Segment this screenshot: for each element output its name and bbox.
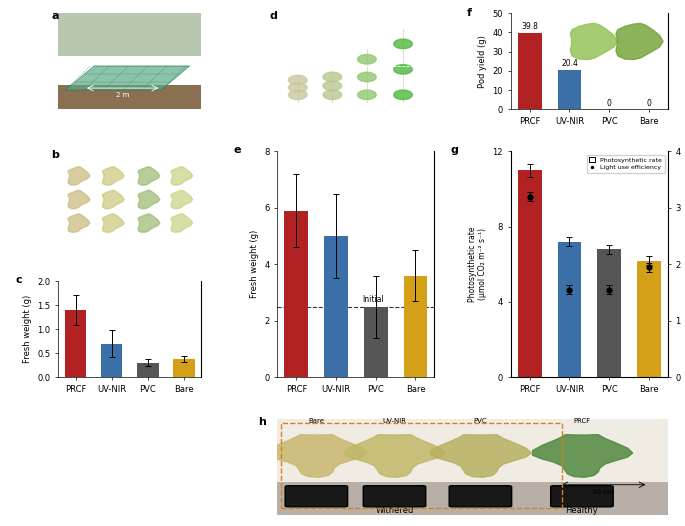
FancyBboxPatch shape	[551, 485, 613, 507]
Text: Withered: Withered	[375, 505, 414, 514]
Polygon shape	[103, 214, 124, 232]
Text: Bare: Bare	[70, 155, 84, 160]
Text: h: h	[258, 418, 266, 428]
Bar	[403, 276, 427, 377]
FancyBboxPatch shape	[449, 485, 512, 507]
Polygon shape	[394, 90, 412, 99]
Polygon shape	[358, 90, 376, 99]
Text: 39.8: 39.8	[521, 22, 538, 31]
Y-axis label: Fresh weight (g): Fresh weight (g)	[23, 295, 32, 363]
Polygon shape	[431, 434, 531, 477]
Text: g: g	[451, 145, 459, 155]
Y-axis label: Photosynthetic rate
(μmol CO₂ m⁻² s⁻¹): Photosynthetic rate (μmol CO₂ m⁻² s⁻¹)	[468, 227, 487, 302]
Polygon shape	[532, 434, 633, 477]
Polygon shape	[68, 214, 90, 232]
Bar	[558, 70, 582, 109]
Text: PVC: PVC	[473, 418, 487, 424]
Bar	[518, 33, 542, 109]
Text: f: f	[466, 8, 472, 18]
Polygon shape	[138, 214, 160, 232]
Polygon shape	[68, 167, 90, 185]
Text: PVC: PVC	[319, 16, 330, 21]
Bar	[58, 13, 201, 56]
Text: Initial: Initial	[362, 295, 384, 304]
Bar	[277, 482, 668, 515]
Bar	[277, 419, 668, 482]
Polygon shape	[138, 190, 160, 209]
Polygon shape	[171, 214, 192, 232]
Text: 0: 0	[607, 99, 612, 108]
Ellipse shape	[367, 485, 422, 491]
Polygon shape	[171, 190, 192, 209]
Bar	[558, 242, 582, 377]
Ellipse shape	[453, 485, 508, 491]
Text: a: a	[51, 11, 59, 21]
Polygon shape	[288, 90, 307, 99]
Polygon shape	[323, 72, 342, 82]
Legend: Photosynthetic rate, Light use efficiency: Photosynthetic rate, Light use efficienc…	[586, 155, 664, 173]
Text: d: d	[269, 11, 277, 21]
Polygon shape	[103, 190, 124, 209]
Text: UV-NIR: UV-NIR	[382, 418, 406, 424]
Polygon shape	[394, 65, 412, 74]
Bar	[173, 359, 195, 377]
Y-axis label: Pod yield (g): Pod yield (g)	[478, 35, 487, 88]
Polygon shape	[288, 75, 307, 85]
Polygon shape	[323, 90, 342, 99]
Text: UV-NIR: UV-NIR	[140, 155, 161, 160]
Polygon shape	[171, 167, 192, 185]
Text: Bare: Bare	[284, 16, 298, 21]
Polygon shape	[345, 434, 445, 477]
Text: PRCF: PRCF	[173, 155, 188, 160]
Text: Healthy: Healthy	[566, 505, 598, 514]
Bar	[597, 249, 621, 377]
Bar	[101, 343, 123, 377]
Text: Bare: Bare	[308, 418, 325, 424]
Polygon shape	[65, 66, 190, 90]
Bar	[637, 260, 661, 377]
Ellipse shape	[555, 485, 609, 491]
Bar	[64, 310, 86, 377]
Text: 2 m: 2 m	[116, 92, 129, 98]
Ellipse shape	[289, 485, 344, 491]
Polygon shape	[394, 39, 412, 48]
Polygon shape	[103, 167, 124, 185]
Polygon shape	[358, 73, 376, 82]
Text: 30 cm: 30 cm	[593, 489, 614, 494]
Bar	[324, 236, 348, 377]
Polygon shape	[267, 434, 367, 477]
Polygon shape	[288, 83, 307, 92]
FancyBboxPatch shape	[363, 485, 426, 507]
Text: e: e	[234, 145, 241, 155]
Bar	[137, 363, 158, 377]
Bar	[284, 211, 308, 377]
Text: PRCF: PRCF	[394, 16, 409, 21]
FancyBboxPatch shape	[285, 485, 347, 507]
Text: UV-NIR: UV-NIR	[356, 16, 377, 21]
Text: b: b	[51, 150, 59, 160]
Text: PVC: PVC	[104, 155, 116, 160]
Text: 20.4: 20.4	[561, 59, 578, 68]
Polygon shape	[68, 190, 90, 209]
Polygon shape	[358, 55, 376, 64]
Text: c: c	[15, 275, 22, 285]
Text: PRCF: PRCF	[573, 418, 590, 424]
Bar	[58, 85, 201, 109]
Bar	[518, 170, 542, 377]
Polygon shape	[138, 167, 160, 185]
Y-axis label: Fresh weight (g): Fresh weight (g)	[250, 230, 259, 298]
Polygon shape	[323, 81, 342, 90]
Text: Pod: Pod	[375, 45, 387, 50]
Bar	[364, 307, 388, 377]
Text: 0: 0	[647, 99, 651, 108]
